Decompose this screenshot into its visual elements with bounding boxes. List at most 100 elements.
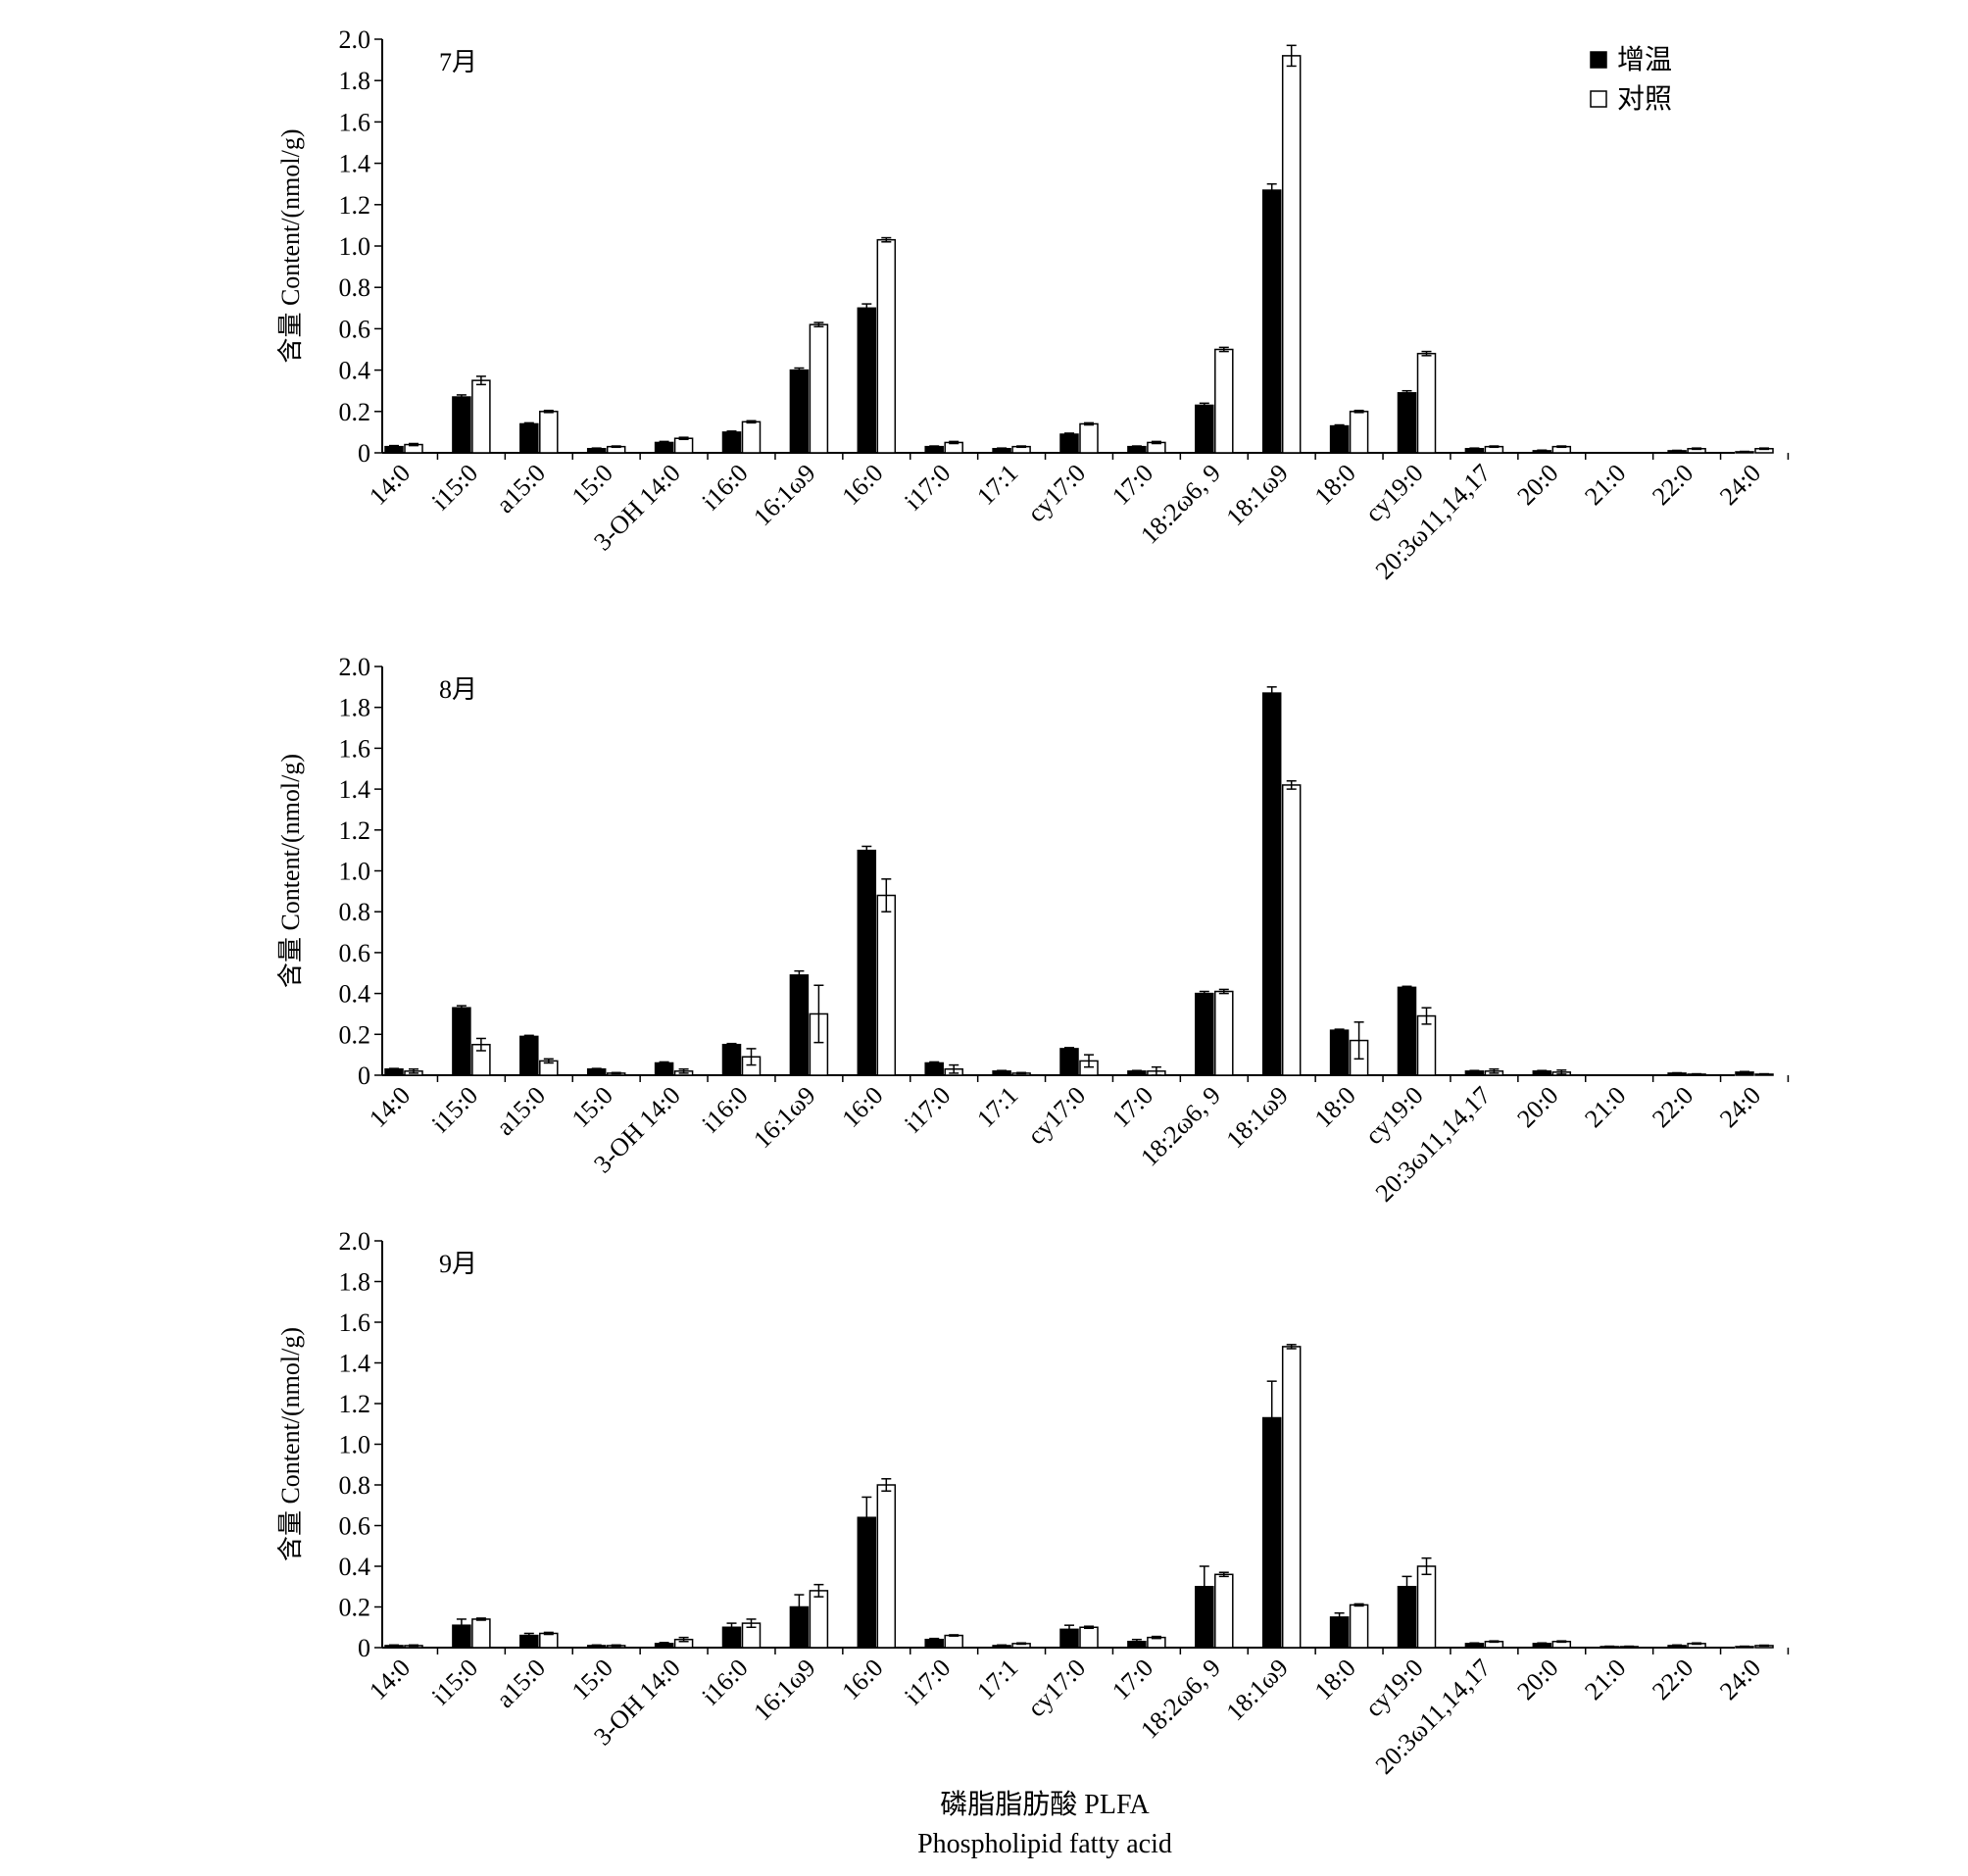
y-tick-label: 1.0 xyxy=(339,858,371,886)
x-axis-title-en: Phospholipid fatty acid xyxy=(917,1829,1172,1859)
bar-control xyxy=(1214,348,1234,454)
bar-control xyxy=(1214,1573,1234,1649)
bar-warming xyxy=(1261,189,1282,454)
x-category-label: 24:0 xyxy=(1714,1081,1766,1133)
chart-panel-3: 0 0.2 0.4 0.6 0.8 1.0 1.2 1.4 1.6 1.8 2.0 含量 Conten… xyxy=(276,1227,1790,1780)
bar-warming xyxy=(1261,692,1282,1076)
y-tick-label: 0 xyxy=(358,1634,370,1662)
x-category-label: 16:0 xyxy=(836,1081,888,1133)
y-tick-label: 2.0 xyxy=(339,25,371,54)
bar-control xyxy=(741,420,762,454)
y-tick-label: 0.4 xyxy=(339,1553,371,1581)
x-category-label: 14:0 xyxy=(364,1081,416,1133)
bar-control xyxy=(1281,784,1302,1076)
x-category-label: 17:0 xyxy=(1107,1654,1158,1705)
bar-control xyxy=(876,238,897,454)
y-tick-label: 0.2 xyxy=(339,398,371,426)
bar-control xyxy=(539,1632,559,1649)
x-category-label: i17:0 xyxy=(899,1654,956,1710)
x-category-label: cy17:0 xyxy=(1022,1081,1092,1151)
x-category-label: i16:0 xyxy=(696,459,753,516)
bar-control xyxy=(809,323,829,454)
y-tick-label: 0.4 xyxy=(339,980,371,1009)
x-category-label: 15:0 xyxy=(566,1654,618,1705)
bar-control xyxy=(1281,55,1302,454)
x-category-label: 16:1ω9 xyxy=(748,1081,820,1154)
bar-control xyxy=(1214,990,1234,1076)
y-tick-label: 0.8 xyxy=(339,1471,371,1500)
bar-control xyxy=(944,1634,963,1649)
legend-swatch-control xyxy=(1590,90,1607,108)
y-tick-label: 2.0 xyxy=(339,653,371,681)
bar-warming xyxy=(1397,392,1417,454)
bar-warming xyxy=(452,1007,471,1076)
bar-warming xyxy=(519,1035,539,1076)
bar-warming xyxy=(721,1043,742,1076)
legend-label-control: 对照 xyxy=(1617,83,1672,115)
y-tick-label: 1.6 xyxy=(339,734,371,763)
bar-warming xyxy=(789,369,810,454)
bar-control xyxy=(1416,352,1437,454)
y-tick-label: 1.8 xyxy=(339,1268,371,1297)
bar-control xyxy=(876,894,897,1076)
legend-label-warming: 增温 xyxy=(1617,44,1672,75)
x-category-label: 18:1ω9 xyxy=(1220,459,1293,531)
bar-control xyxy=(471,379,491,454)
bar-warming xyxy=(1329,1029,1350,1076)
y-tick-label: 1.8 xyxy=(339,67,371,95)
x-category-label: a15:0 xyxy=(491,1654,551,1713)
x-category-label: 22:0 xyxy=(1647,459,1698,511)
x-category-label: 18:1ω9 xyxy=(1220,1654,1293,1726)
bar-control xyxy=(809,1590,829,1649)
y-tick-label: 1.0 xyxy=(339,1431,371,1459)
x-category-label: 17:0 xyxy=(1107,1081,1158,1133)
y-tick-label: 1.6 xyxy=(339,108,371,136)
x-category-label: i16:0 xyxy=(696,1081,753,1138)
x-category-label: cy17:0 xyxy=(1022,459,1092,528)
x-category-label: i15:0 xyxy=(426,1081,483,1138)
panel-label: 9月 xyxy=(439,1250,477,1278)
y-tick-label: 2.0 xyxy=(339,1227,371,1256)
bar-warming xyxy=(1195,404,1214,454)
x-category-label: 22:0 xyxy=(1647,1654,1698,1705)
bar-control xyxy=(876,1484,897,1649)
bar-control xyxy=(1416,1565,1437,1649)
y-tick-label: 1.4 xyxy=(339,150,371,178)
x-category-label: 14:0 xyxy=(364,1654,416,1705)
y-axis-title: 含量 Content/(nmol/g) xyxy=(276,1327,305,1561)
x-category-label: 21:0 xyxy=(1579,459,1631,511)
y-tick-label: 1.4 xyxy=(339,775,371,804)
bar-control xyxy=(1079,422,1099,454)
y-axis-title: 含量 Content/(nmol/g) xyxy=(276,754,305,988)
y-axis-title: 含量 Content/(nmol/g) xyxy=(276,128,305,363)
x-category-label: 16:1ω9 xyxy=(748,459,820,531)
x-category-label: i15:0 xyxy=(426,1654,483,1710)
bar-warming xyxy=(452,396,471,454)
bar-warming xyxy=(519,422,539,454)
bar-warming xyxy=(857,849,877,1076)
bar-warming xyxy=(857,307,877,454)
x-category-label: 14:0 xyxy=(364,459,416,511)
y-tick-label: 0.2 xyxy=(339,1020,371,1049)
panel-label: 7月 xyxy=(439,48,477,76)
legend: 增温 对照 xyxy=(1590,44,1672,115)
y-tick-label: 0.2 xyxy=(339,1594,371,1622)
bar-warming xyxy=(1059,433,1079,454)
x-category-label: i17:0 xyxy=(899,459,956,516)
y-tick-label: 0.8 xyxy=(339,273,371,302)
x-category-label: 24:0 xyxy=(1714,459,1766,511)
y-tick-label: 1.4 xyxy=(339,1350,371,1378)
y-tick-label: 0.4 xyxy=(339,357,371,385)
x-category-label: 21:0 xyxy=(1579,1081,1631,1133)
x-category-label: 22:0 xyxy=(1647,1081,1698,1133)
x-category-label: 15:0 xyxy=(566,1081,618,1133)
legend-swatch-warming xyxy=(1590,51,1607,69)
chart-panels: 0 0.2 0.4 0.6 0.8 1.0 1.2 1.4 1.6 1.8 2.0 含量 Conten… xyxy=(276,25,1790,1780)
x-category-label: i17:0 xyxy=(899,1081,956,1138)
x-category-label: 18:1ω9 xyxy=(1220,1081,1293,1154)
panel-label: 8月 xyxy=(439,675,477,704)
x-category-label: 18:0 xyxy=(1309,1081,1361,1133)
bar-warming xyxy=(654,1061,674,1076)
x-category-label: 17:1 xyxy=(971,459,1023,511)
y-tick-label: 0 xyxy=(358,1061,370,1090)
